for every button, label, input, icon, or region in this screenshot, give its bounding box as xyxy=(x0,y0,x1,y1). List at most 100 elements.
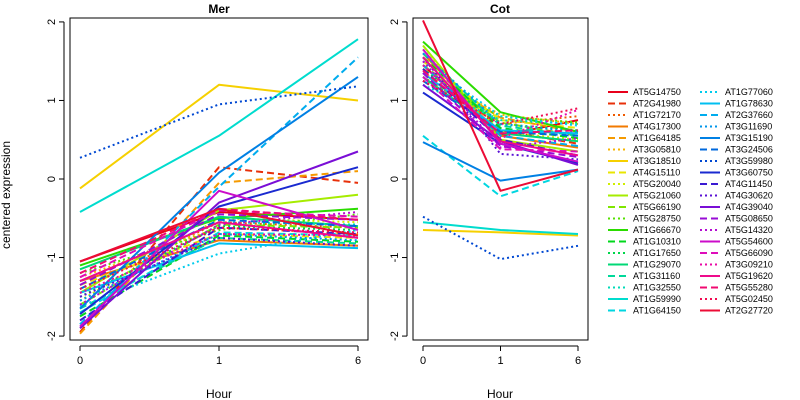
legend-entry-label: AT4G11450 xyxy=(725,179,772,189)
cot-y-tick-label: 2 xyxy=(389,19,401,25)
legend-entry-label: AT5G66190 xyxy=(633,202,681,212)
cot-series-at5g55280 xyxy=(422,69,579,135)
legend-entry-label: AT3G24506 xyxy=(725,145,773,155)
mer-y-tick-label: 1 xyxy=(46,97,58,103)
legend-entry-label: AT1G32550 xyxy=(633,283,681,293)
panel-cot: Cot Hour -2 -1 0 1 2 0 1 6 xyxy=(389,2,589,400)
legend-entry-label: AT5G02450 xyxy=(725,294,773,304)
cot-x-axis: 0 1 6 xyxy=(420,345,581,367)
mer-series-at1g64150 xyxy=(79,231,359,314)
cot-x-tick-label: 1 xyxy=(497,355,503,367)
legend-entry-label: AT2G41980 xyxy=(633,99,681,109)
legend-entry-label: AT3G11690 xyxy=(725,122,772,132)
mer-series-at3g59980 xyxy=(79,85,359,159)
cot-plot-frame xyxy=(412,17,589,341)
mer-title: Mer xyxy=(208,2,230,16)
mer-y-axis: -2 -1 0 1 2 xyxy=(46,19,65,341)
cot-x-tick-label: 0 xyxy=(420,355,426,367)
cot-series-at3g59980 xyxy=(422,215,579,261)
cot-y-tick-label: -2 xyxy=(389,331,401,341)
mer-series-at1g64185 xyxy=(79,170,359,335)
cot-series-at5g20040 xyxy=(422,48,579,141)
legend-entry-label: AT1G31160 xyxy=(633,271,680,281)
panel-mer: Mer Hour -2 -1 0 1 2 0 1 6 xyxy=(46,2,369,400)
cot-title: Cot xyxy=(490,2,510,16)
cot-xlabel: Hour xyxy=(487,387,513,400)
legend-entry-label: AT2G37660 xyxy=(725,110,773,120)
mer-series-at1g29070 xyxy=(79,215,359,271)
legend-entry-label: AT5G08650 xyxy=(725,214,773,224)
legend-entry-label: AT5G14320 xyxy=(725,225,773,235)
legend-entry-label: AT1G64185 xyxy=(633,133,681,143)
mer-x-tick-label: 6 xyxy=(355,355,361,367)
cot-series-at3g09210 xyxy=(422,64,579,140)
mer-series-at5g28750 xyxy=(79,213,359,275)
legend-entry-label: AT5G66090 xyxy=(725,248,773,258)
cot-series-at1g66670 xyxy=(422,40,579,133)
cot-series-lines xyxy=(422,19,579,261)
legend-entry-label: AT1G17650 xyxy=(633,248,681,258)
legend-entry-label: AT3G59980 xyxy=(725,156,773,166)
cot-y-tick-label: 0 xyxy=(389,176,401,182)
legend-entry-label: AT1G77060 xyxy=(725,87,773,97)
cot-series-at3g11690 xyxy=(422,52,579,133)
mer-series-at2g37660 xyxy=(79,56,359,326)
legend-entry-label: AT1G59990 xyxy=(633,294,681,304)
cot-series-at2g27720 xyxy=(422,19,579,192)
legend-entry-label: AT5G54600 xyxy=(725,237,773,247)
cot-series-at3g18510 xyxy=(422,229,579,237)
mer-y-tick-label: 2 xyxy=(46,19,58,25)
mer-series-at5g19620 xyxy=(79,221,359,283)
mer-plot-frame xyxy=(69,17,369,341)
legend-entry-label: AT3G05810 xyxy=(633,145,681,155)
mer-series-at2g27720 xyxy=(79,207,359,263)
mer-series-at1g66670 xyxy=(79,207,359,267)
legend: AT5G14750AT2G41980AT1G72170AT4G17300AT1G… xyxy=(608,87,773,316)
cot-y-tick-label: -1 xyxy=(389,253,401,263)
legend-entry-label: AT5G21060 xyxy=(633,191,681,201)
cot-series-at5g14320 xyxy=(422,60,579,149)
mer-series-at4g30620 xyxy=(79,236,359,298)
cot-series-at5g19620 xyxy=(422,56,579,157)
mer-x-axis: 0 1 6 xyxy=(77,345,361,367)
mer-y-tick-label: -2 xyxy=(46,331,58,341)
cot-series-at1g59990 xyxy=(422,221,579,235)
mer-series-at1g59990 xyxy=(79,38,359,213)
mer-y-tick-label: -1 xyxy=(46,253,58,263)
legend-entry-label: AT5G14750 xyxy=(633,87,681,97)
mer-series-at3g60750 xyxy=(79,166,359,315)
legend-entry-label: AT4G17300 xyxy=(633,122,681,132)
legend-entry-label: AT2G27720 xyxy=(725,306,773,316)
legend-entry-label: AT4G39040 xyxy=(725,202,773,212)
legend-entry-label: AT1G10310 xyxy=(633,237,681,247)
mer-series-at3g09210 xyxy=(79,233,359,294)
legend-entry-label: AT5G28750 xyxy=(633,214,681,224)
cot-series-at3g24506 xyxy=(422,79,579,137)
mer-series-at3g15190 xyxy=(79,76,359,310)
mer-xlabel: Hour xyxy=(206,387,232,400)
mer-series-at3g24506 xyxy=(79,218,359,290)
cot-series-at1g64185 xyxy=(422,68,579,133)
cot-series-at5g54600 xyxy=(422,48,579,163)
y-axis-label: centered expression xyxy=(0,141,13,249)
cot-x-tick-label: 6 xyxy=(575,355,581,367)
cot-series-at3g15190 xyxy=(422,141,579,182)
legend-entry-label: AT3G15190 xyxy=(725,133,773,143)
legend-entry-label: AT1G72170 xyxy=(633,110,681,120)
legend-entry-label: AT3G09210 xyxy=(725,260,773,270)
mer-series-at5g55280 xyxy=(79,207,359,275)
mer-series-at5g14320 xyxy=(79,211,359,306)
cot-series-at3g05810 xyxy=(422,72,579,125)
legend-entry-label: AT1G66670 xyxy=(633,225,681,235)
legend-entry-label: AT5G20040 xyxy=(633,179,681,189)
mer-x-tick-label: 1 xyxy=(216,355,222,367)
legend-entry-label: AT4G15110 xyxy=(633,168,680,178)
cot-series-at1g32550 xyxy=(422,83,579,125)
legend-entry-label: AT5G55280 xyxy=(725,283,773,293)
mer-series-at5g66090 xyxy=(79,209,359,279)
legend-entry-label: AT1G64150 xyxy=(633,306,681,316)
mer-y-tick-label: 0 xyxy=(46,176,58,182)
mer-series-at1g31160 xyxy=(79,236,359,310)
legend-entry-label: AT3G18510 xyxy=(633,156,681,166)
